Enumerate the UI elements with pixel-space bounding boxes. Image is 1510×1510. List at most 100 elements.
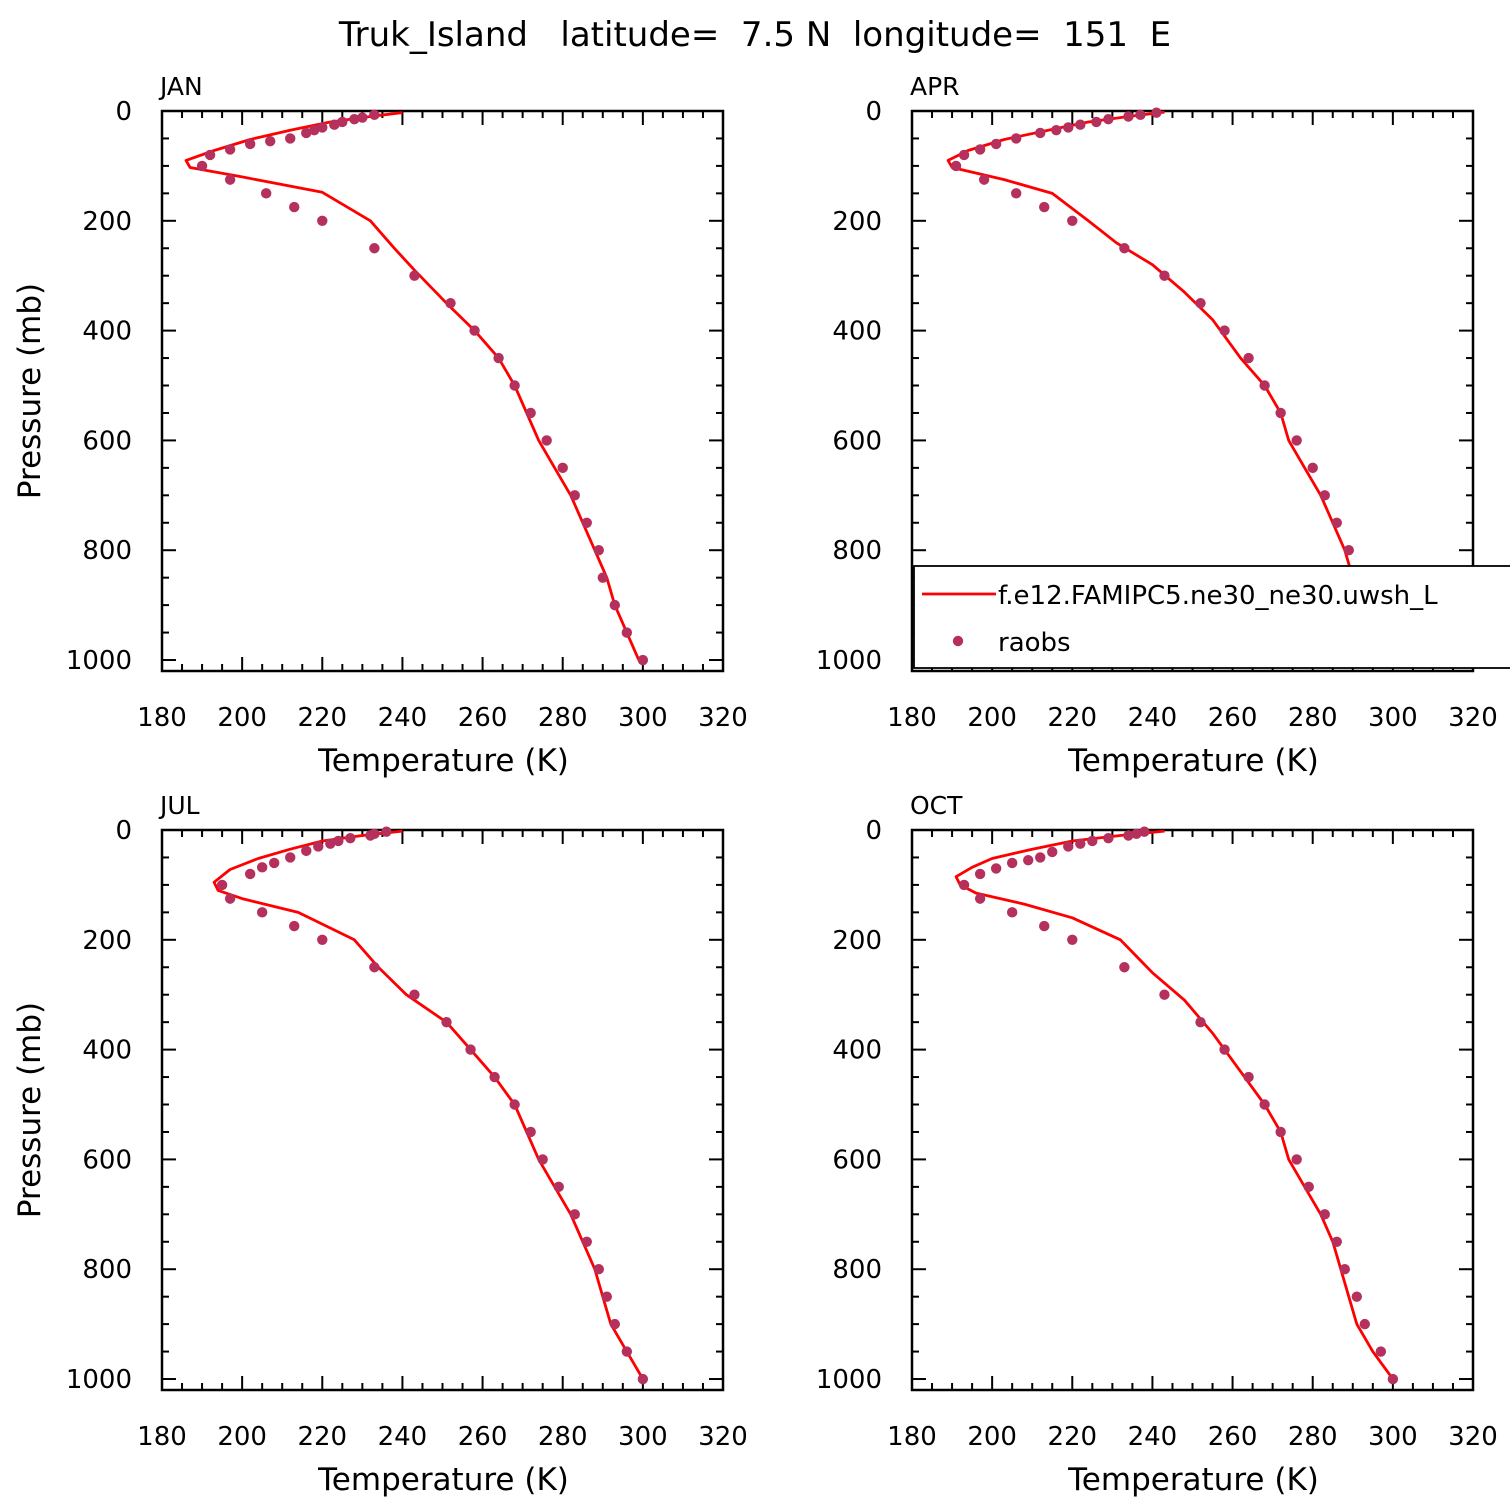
raobs-marker: [285, 133, 296, 144]
raobs-marker: [317, 934, 328, 946]
x-tick-label: 260: [458, 1422, 508, 1452]
y-tick-label: 0: [865, 97, 882, 127]
raobs-marker: [357, 112, 368, 123]
raobs-marker: [345, 833, 356, 844]
raobs-marker: [1139, 826, 1150, 837]
raobs-marker: [1219, 325, 1230, 336]
x-tick-label: 180: [137, 703, 187, 733]
legend-marker-swatch: [952, 635, 964, 647]
panel-label: OCT: [910, 791, 963, 820]
raobs-marker: [990, 863, 1002, 874]
raobs-marker: [557, 462, 568, 474]
raobs-marker: [581, 517, 592, 528]
raobs-marker: [1067, 934, 1078, 946]
raobs-marker: [1259, 1099, 1270, 1110]
raobs-marker: [553, 1181, 564, 1193]
y-tick-label: 400: [832, 1036, 882, 1066]
raobs-marker: [1010, 133, 1022, 144]
raobs-marker: [224, 174, 236, 185]
model-series-line: [954, 829, 1395, 1380]
raobs-marker: [285, 852, 296, 863]
raobs-marker: [204, 149, 216, 161]
x-tick-label: 200: [217, 1422, 267, 1452]
panel-label: APR: [910, 72, 960, 101]
raobs-marker: [369, 962, 380, 973]
x-tick-label: 280: [1288, 1422, 1338, 1452]
raobs-marker: [1103, 833, 1114, 844]
x-tick-label: 220: [297, 1422, 347, 1452]
x-tick-label: 260: [1208, 1422, 1258, 1452]
raobs-marker: [621, 1346, 633, 1357]
raobs-marker: [593, 1264, 604, 1275]
raobs-marker: [1343, 545, 1354, 556]
y-tick-label: 600: [82, 426, 132, 456]
y-tick-label: 0: [865, 816, 882, 846]
x-tick-label: 180: [887, 703, 937, 733]
raobs-marker: [1006, 907, 1018, 918]
raobs-marker: [1291, 1154, 1302, 1165]
raobs-marker: [244, 138, 256, 150]
y-tick-label: 0: [115, 816, 132, 846]
raobs-marker: [609, 599, 621, 611]
x-tick-label: 260: [458, 703, 508, 733]
legend-label-model: f.e12.FAMIPC5.ne30_ne30.uwsh_L: [998, 581, 1438, 611]
y-tick-label: 400: [832, 317, 882, 347]
y-tick-label: 800: [82, 1255, 132, 1285]
raobs-marker: [317, 215, 328, 227]
y-tick-label: 800: [832, 1255, 882, 1285]
raobs-marker: [329, 119, 340, 130]
raobs-marker: [1195, 297, 1206, 309]
raobs-marker: [337, 116, 348, 128]
raobs-marker: [289, 920, 300, 932]
x-tick-label: 220: [297, 703, 347, 733]
raobs-marker: [621, 627, 633, 638]
raobs-marker: [978, 174, 990, 185]
raobs-marker: [1063, 122, 1074, 133]
raobs-marker: [301, 127, 312, 139]
raobs-marker: [509, 380, 520, 391]
y-tick-label: 400: [82, 317, 132, 347]
raobs-marker: [381, 826, 392, 837]
raobs-marker: [1075, 838, 1086, 849]
y-tick-label: 0: [115, 97, 132, 127]
x-tick-label: 300: [618, 1422, 668, 1452]
raobs-marker: [1131, 828, 1142, 840]
raobs-marker: [1159, 989, 1170, 1000]
x-tick-label: 300: [1368, 1422, 1418, 1452]
panels-container: JAN 180 200 220 240 260 280 300 320 0 200 400 600 800…: [12, 72, 1510, 1498]
raobs-marker: [409, 270, 420, 281]
x-tick-label: 200: [217, 703, 267, 733]
x-axis-title: Temperature (K): [1067, 1462, 1319, 1498]
plot-frame: [160, 109, 725, 673]
raobs-marker: [541, 435, 552, 446]
y-tick-label: 1000: [816, 646, 882, 676]
raobs-marker: [441, 1016, 452, 1028]
raobs-marker: [569, 490, 580, 501]
raobs-marker: [1219, 1044, 1230, 1055]
raobs-marker: [1067, 215, 1078, 227]
raobs-marker: [1087, 835, 1098, 847]
raobs-marker: [216, 879, 228, 891]
raobs-marker: [525, 407, 536, 419]
y-axis-title: Pressure (mb): [12, 1002, 48, 1218]
x-tick-label: 300: [618, 703, 668, 733]
raobs-marker: [1123, 111, 1134, 122]
raobs-marker: [256, 907, 268, 918]
raobs-marker: [509, 1099, 520, 1110]
raobs-marker: [224, 893, 236, 904]
x-tick-label: 240: [1128, 1422, 1178, 1452]
raobs-marker: [1331, 1236, 1342, 1247]
raobs-marker: [1151, 107, 1162, 118]
raobs-marker: [1035, 127, 1046, 139]
raobs-marker: [244, 868, 256, 880]
raobs-marker: [637, 654, 649, 666]
raobs-marker: [1243, 352, 1254, 364]
raobs-marker: [597, 572, 608, 583]
raobs-marker: [301, 845, 312, 857]
x-tick-label: 240: [1128, 703, 1178, 733]
raobs-marker: [1331, 517, 1342, 528]
raobs-marker: [1195, 1016, 1206, 1028]
raobs-marker: [1119, 243, 1130, 254]
raobs-marker: [990, 138, 1002, 150]
